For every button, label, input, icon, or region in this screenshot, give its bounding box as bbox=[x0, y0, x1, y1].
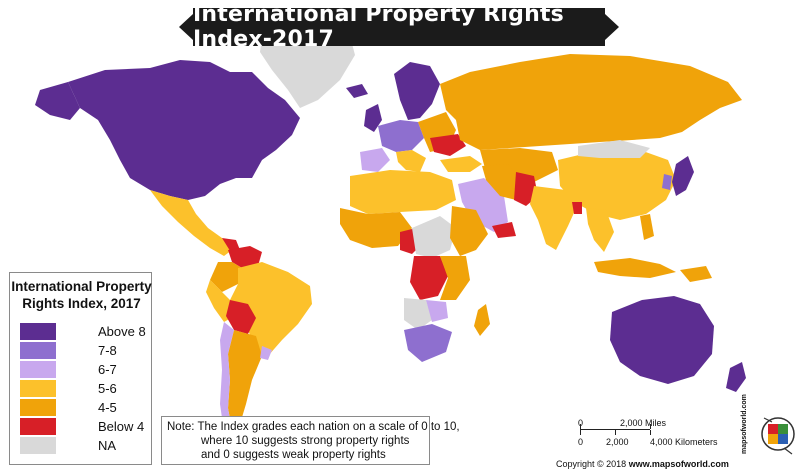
region-korea[interactable] bbox=[662, 174, 672, 190]
region-drc[interactable] bbox=[410, 256, 448, 300]
scale-tick bbox=[650, 424, 651, 429]
copyright-prefix: Copyright © 2018 bbox=[556, 459, 627, 469]
legend-swatch bbox=[20, 418, 56, 435]
legend-item-5-6: 5-6 bbox=[20, 380, 148, 398]
legend-label: 4-5 bbox=[98, 400, 117, 415]
scale-tick bbox=[580, 430, 581, 435]
region-greenland[interactable] bbox=[260, 30, 355, 108]
region-mexico[interactable] bbox=[150, 190, 232, 256]
region-angola[interactable] bbox=[404, 298, 432, 330]
region-mongolia[interactable] bbox=[578, 140, 650, 158]
legend-item-na: NA bbox=[20, 437, 148, 455]
region-australia[interactable] bbox=[610, 296, 714, 384]
scale-km-zero: 0 bbox=[578, 437, 584, 447]
region-china[interactable] bbox=[558, 150, 676, 220]
legend-title: International Property Rights Index, 201… bbox=[10, 278, 153, 312]
legend-swatch bbox=[20, 342, 56, 359]
legend-label: 5-6 bbox=[98, 381, 117, 396]
region-scandinavia[interactable] bbox=[394, 62, 440, 120]
region-zambia[interactable] bbox=[426, 300, 448, 322]
legend-swatch bbox=[20, 361, 56, 378]
region-central-africa[interactable] bbox=[412, 216, 456, 258]
legend-swatch bbox=[20, 380, 56, 397]
scale-km-mid: 2,000 bbox=[606, 437, 629, 447]
region-southeast-asia[interactable] bbox=[586, 208, 614, 252]
region-yemen[interactable] bbox=[492, 222, 516, 238]
logo-text: mapsofworld.com bbox=[741, 394, 748, 454]
legend-label: 7-8 bbox=[98, 343, 117, 358]
note-line-2: where 10 suggests strong property rights bbox=[201, 435, 410, 447]
region-madagascar[interactable] bbox=[474, 304, 490, 336]
legend-item-7-8: 7-8 bbox=[20, 342, 148, 360]
legend-title-line1: International Property bbox=[11, 279, 152, 294]
legend-swatch bbox=[20, 399, 56, 416]
legend-item-4-5: 4-5 bbox=[20, 399, 148, 417]
region-east-africa[interactable] bbox=[450, 206, 488, 256]
scale-tick bbox=[580, 424, 581, 429]
region-iberia[interactable] bbox=[360, 148, 390, 172]
note-line-3: and 0 suggests weak property rights bbox=[201, 449, 386, 461]
legend-item-below4: Below 4 bbox=[20, 418, 148, 436]
region-north-africa[interactable] bbox=[350, 170, 456, 214]
region-new-zealand[interactable] bbox=[726, 362, 746, 392]
region-western-europe[interactable] bbox=[378, 120, 424, 152]
region-north-america[interactable] bbox=[68, 60, 300, 200]
mapsofworld-logo-icon bbox=[761, 417, 795, 455]
region-ukraine[interactable] bbox=[430, 134, 466, 156]
region-papua[interactable] bbox=[680, 266, 712, 282]
legend-swatch bbox=[20, 323, 56, 340]
region-argentina[interactable] bbox=[228, 330, 262, 430]
scale-miles-zero: 0 bbox=[578, 418, 584, 428]
region-south-africa[interactable] bbox=[404, 324, 452, 362]
legend-label: Below 4 bbox=[98, 419, 145, 434]
legend-title-line2: Rights Index, 2017 bbox=[22, 296, 141, 311]
legend: International Property Rights Index, 201… bbox=[9, 272, 152, 465]
region-iceland[interactable] bbox=[346, 84, 368, 98]
region-uruguay[interactable] bbox=[260, 346, 272, 360]
legend-item-6-7: 6-7 bbox=[20, 361, 148, 379]
legend-label: Above 8 bbox=[98, 324, 146, 339]
region-bangladesh[interactable] bbox=[572, 202, 582, 214]
scale-tick bbox=[615, 430, 616, 435]
note-box: Note: The Index grades each nation on a … bbox=[161, 416, 460, 465]
region-turkey[interactable] bbox=[440, 156, 482, 172]
region-philippines[interactable] bbox=[640, 214, 654, 240]
region-uk[interactable] bbox=[364, 104, 382, 132]
region-colombia[interactable] bbox=[210, 262, 242, 292]
legend-label: NA bbox=[98, 438, 117, 453]
legend-swatch bbox=[20, 437, 56, 454]
note-line-1: Note: The Index grades each nation on a … bbox=[167, 421, 460, 433]
region-saudi-arabia[interactable] bbox=[458, 178, 508, 232]
scale-line bbox=[580, 429, 650, 430]
scale-miles-label: 2,000 Miles bbox=[620, 418, 667, 428]
copyright-site: www.mapsofworld.com bbox=[628, 459, 729, 469]
copyright: Copyright © 2018 www.mapsofworld.com bbox=[556, 459, 729, 469]
legend-label: 6-7 bbox=[98, 362, 117, 377]
region-japan[interactable] bbox=[672, 156, 694, 196]
region-iran[interactable] bbox=[482, 164, 522, 200]
region-bolivia[interactable] bbox=[226, 300, 256, 334]
scale-bar: 0 2,000 Miles 0 2,000 4,000 Kilometers bbox=[560, 412, 735, 462]
region-russia[interactable] bbox=[440, 54, 742, 150]
map-title: International Property Rights Index-2017 bbox=[179, 2, 619, 52]
region-southern-central-africa[interactable] bbox=[440, 256, 470, 300]
region-italy-balkans[interactable] bbox=[396, 150, 426, 172]
region-west-africa[interactable] bbox=[340, 208, 412, 248]
region-chile[interactable] bbox=[220, 322, 234, 432]
legend-item-above8: Above 8 bbox=[20, 323, 148, 341]
region-india[interactable] bbox=[530, 186, 578, 250]
region-brazil[interactable] bbox=[230, 262, 312, 356]
scale-tick bbox=[650, 430, 651, 435]
scale-km-label: 4,000 Kilometers bbox=[650, 437, 718, 447]
region-indonesia[interactable] bbox=[594, 258, 676, 278]
region-venezuela[interactable] bbox=[228, 246, 262, 268]
region-alaska[interactable] bbox=[35, 82, 80, 120]
